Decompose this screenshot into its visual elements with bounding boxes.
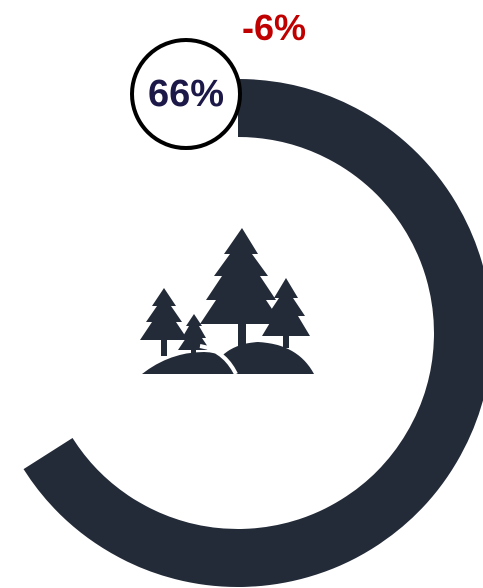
value-badge: 66% (130, 38, 242, 150)
forest-icon (140, 228, 314, 375)
gauge-progress-arc (23, 79, 483, 587)
value-label: 66% (147, 73, 225, 115)
change-label: -6% (241, 7, 307, 48)
